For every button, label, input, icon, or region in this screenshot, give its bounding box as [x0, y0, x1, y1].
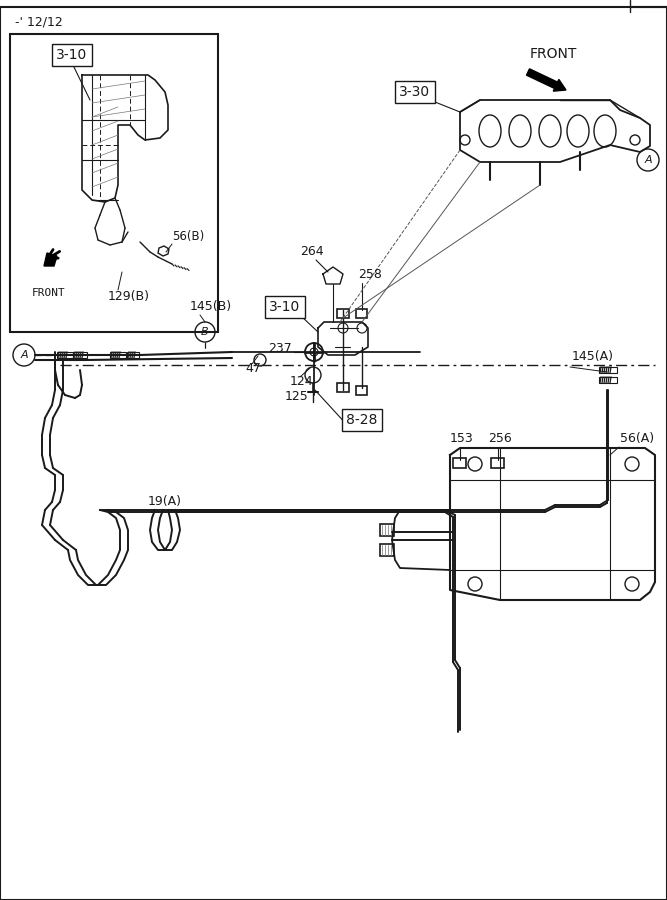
Text: FRONT: FRONT: [530, 47, 578, 61]
Bar: [599, 377, 617, 383]
Text: A: A: [644, 155, 652, 165]
Bar: [356, 309, 367, 318]
Text: 125: 125: [285, 390, 309, 403]
Text: 56(A): 56(A): [620, 432, 654, 445]
Text: 145(B): 145(B): [190, 300, 232, 313]
Text: FRONT: FRONT: [32, 288, 66, 298]
Text: 129(B): 129(B): [108, 290, 150, 303]
Bar: [337, 383, 349, 392]
Bar: [453, 458, 466, 468]
Text: 237: 237: [268, 342, 291, 355]
Text: 258: 258: [358, 268, 382, 281]
Text: A: A: [20, 350, 28, 360]
Bar: [127, 352, 139, 358]
Bar: [337, 309, 349, 318]
Bar: [491, 458, 504, 468]
Bar: [356, 386, 367, 395]
Bar: [10, 34, 218, 332]
Bar: [57, 352, 73, 358]
Text: 19(A): 19(A): [148, 495, 182, 508]
Text: 256: 256: [488, 432, 512, 445]
Bar: [380, 544, 394, 556]
Text: 47: 47: [245, 362, 261, 375]
Text: -' 12/12: -' 12/12: [15, 15, 63, 29]
Text: 124: 124: [290, 375, 313, 388]
Text: B: B: [201, 327, 209, 337]
Text: 145(A): 145(A): [572, 350, 614, 363]
Text: 153: 153: [450, 432, 474, 445]
Text: 56(B): 56(B): [172, 230, 204, 243]
Bar: [380, 524, 394, 536]
Bar: [110, 352, 126, 358]
Text: 3-10: 3-10: [269, 300, 301, 314]
Text: 3-10: 3-10: [57, 48, 87, 62]
FancyArrow shape: [526, 68, 566, 91]
Polygon shape: [44, 253, 57, 266]
Text: 8-28: 8-28: [346, 413, 378, 427]
Polygon shape: [158, 246, 169, 256]
Text: 264: 264: [300, 245, 323, 258]
Bar: [599, 367, 617, 373]
Bar: [73, 352, 87, 358]
Text: 3-30: 3-30: [400, 85, 431, 99]
